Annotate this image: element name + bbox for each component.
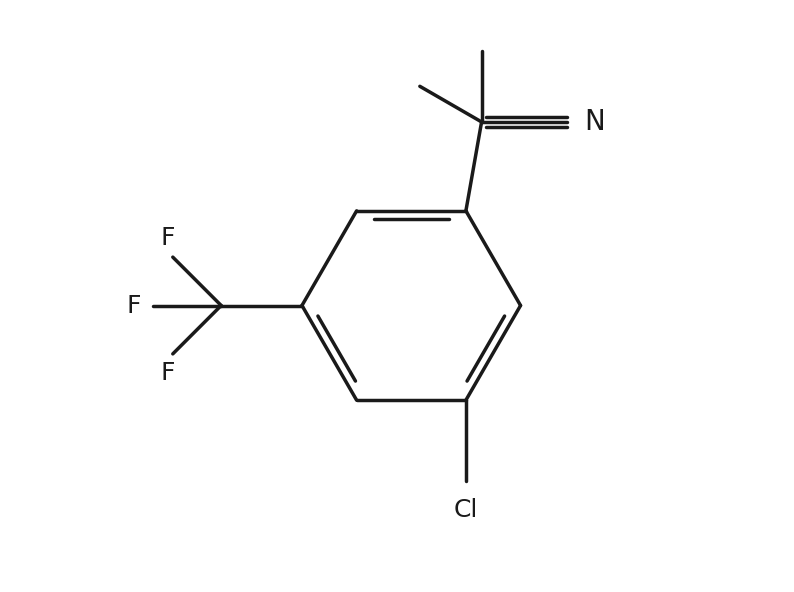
Text: F: F xyxy=(161,361,175,385)
Text: Cl: Cl xyxy=(453,498,478,522)
Text: N: N xyxy=(584,108,605,136)
Text: F: F xyxy=(127,294,141,317)
Text: F: F xyxy=(161,227,175,250)
